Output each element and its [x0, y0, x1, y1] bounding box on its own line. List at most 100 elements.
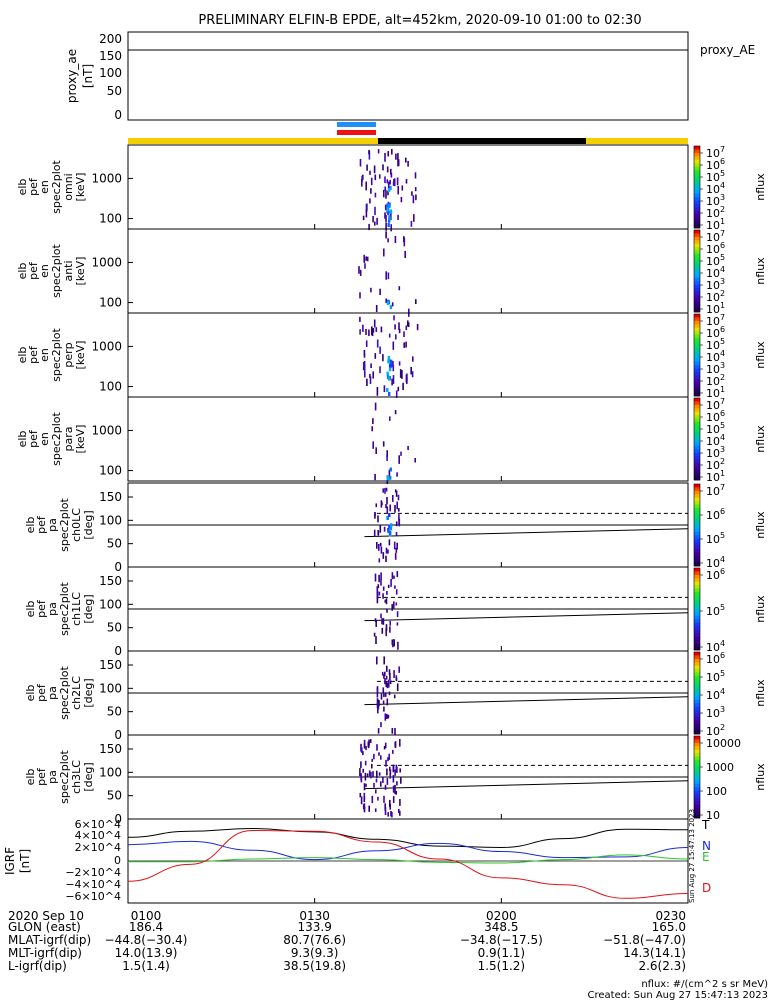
- colorbar-cell: [694, 696, 700, 701]
- flux-pixel: [389, 363, 393, 368]
- footer-mlt: 0.9(1.1): [478, 946, 526, 960]
- flux-pixel: [391, 302, 394, 307]
- flux-pixel: [385, 190, 387, 199]
- colorbar-cell: [694, 501, 700, 505]
- flux-pixel: [389, 475, 392, 480]
- energy-panel-frame: [127, 396, 689, 482]
- flux-pixel: [376, 596, 379, 604]
- colorbar-cell: [694, 204, 700, 208]
- flux-pixel: [368, 329, 370, 337]
- flux-pixel: [382, 164, 384, 171]
- colorbar-tick-label: 103: [706, 705, 725, 720]
- colorbar-label: nflux: [754, 341, 767, 369]
- igrf-legend-N: N: [702, 839, 711, 853]
- flux-pixel: [392, 765, 395, 772]
- colorbar-cell: [694, 622, 700, 627]
- flux-pixel: [378, 752, 380, 756]
- colorbar-cell: [694, 156, 700, 161]
- flux-pixel: [368, 150, 371, 160]
- flux-pixel: [385, 298, 387, 304]
- flux-pixel: [381, 618, 383, 625]
- flux-pixel: [365, 746, 367, 751]
- colorbar-cell: [694, 187, 700, 191]
- energy-panel-ylabel: pef: [27, 177, 40, 196]
- flux-pixel: [391, 148, 393, 155]
- colorbar-cell: [694, 494, 700, 499]
- flux-pixel: [396, 571, 399, 578]
- footer-time: 0100: [131, 909, 162, 923]
- flux-pixel: [384, 807, 387, 815]
- energy-panel-ylabel: spec2plot: [50, 328, 63, 382]
- colorbar-cell: [694, 605, 700, 610]
- flux-pixel: [410, 220, 413, 227]
- flux-pixel: [393, 639, 395, 643]
- flux-pixel: [366, 256, 369, 262]
- pitch-panel-ylabel: elb: [24, 685, 37, 702]
- flux-pixel: [369, 373, 371, 379]
- flux-pixel: [414, 458, 416, 463]
- flux-pixel: [397, 185, 399, 195]
- colorbar-cell: [694, 217, 700, 222]
- flux-pixel: [368, 223, 370, 231]
- flux-pixel: [386, 715, 389, 719]
- colorbar-cell: [694, 176, 700, 181]
- colorbar-cell: [694, 146, 700, 150]
- flux-pixel: [385, 487, 388, 492]
- colorbar-cell: [694, 682, 700, 687]
- flux-pixel: [389, 772, 391, 779]
- flux-pixel: [387, 757, 389, 762]
- flux-pixel: [405, 374, 408, 383]
- flux-pixel: [379, 288, 381, 296]
- colorbar-cell: [694, 355, 700, 359]
- flux-pixel: [375, 778, 378, 783]
- colorbar-cell: [694, 797, 700, 802]
- pitch-ytick-label: 50: [107, 705, 122, 719]
- flux-pixel: [387, 529, 390, 534]
- pitch-panel-ylabel: elb: [24, 517, 37, 534]
- footer-units: nflux: #/(cm^2 s sr MeV): [641, 979, 768, 990]
- flux-pixel: [397, 494, 400, 501]
- flux-pixel: [378, 700, 380, 707]
- flux-pixel: [386, 476, 389, 481]
- colorbar-cell: [694, 723, 700, 728]
- flux-pixel: [388, 513, 391, 517]
- flux-pixel: [375, 503, 378, 508]
- flux-pixel: [386, 371, 389, 376]
- energy-panel-ylabel: en: [38, 180, 51, 194]
- colorbar-cell: [694, 375, 700, 380]
- flux-pixel: [359, 316, 361, 322]
- flux-pixel: [405, 341, 407, 348]
- flux-pixel: [371, 426, 373, 432]
- pitch-panel-ylabel: elb: [24, 601, 37, 618]
- colorbar-cell: [694, 466, 700, 471]
- pitch-panel-ylabel: pef: [35, 515, 48, 534]
- flux-pixel: [395, 334, 397, 340]
- flux-pixel: [386, 665, 388, 672]
- flux-pixel: [384, 678, 386, 685]
- flux-pixel: [370, 188, 372, 194]
- energy-panel-ylabel: [keV]: [74, 173, 87, 202]
- colorbar-cell: [694, 703, 700, 708]
- colorbar-cell: [694, 665, 700, 670]
- flux-pixel: [376, 339, 379, 348]
- pitch-panel-ylabel: ch1LC: [70, 592, 83, 626]
- colorbar-cell: [694, 662, 700, 667]
- flux-pixel: [374, 618, 377, 622]
- colorbar-cell: [694, 568, 700, 572]
- energy-panel-frame: [127, 228, 689, 314]
- igrf-panel: IGRF [nT] 6×10^4 4×10^4 2×10^4 0 −2×10^4…: [3, 809, 711, 904]
- flux-pixel: [415, 299, 417, 305]
- colorbar-cell: [694, 490, 700, 495]
- flux-pixel: [397, 153, 399, 160]
- flux-pixel: [373, 165, 376, 174]
- flux-pixel: [396, 177, 399, 186]
- flux-pixel: [384, 176, 386, 184]
- proxy-ae-panel: proxy_ae [nT] 200 150 100 50 0 proxy_AE: [65, 31, 755, 122]
- colorbar-cell: [694, 766, 700, 771]
- flux-pixel: [391, 378, 393, 386]
- colorbar-cell: [694, 609, 700, 613]
- flux-pixel: [389, 467, 392, 472]
- footer-mlat: −44.8(−30.4): [105, 933, 188, 947]
- pitch-ytick-label: 0: [114, 728, 122, 742]
- flux-pixel: [389, 179, 391, 185]
